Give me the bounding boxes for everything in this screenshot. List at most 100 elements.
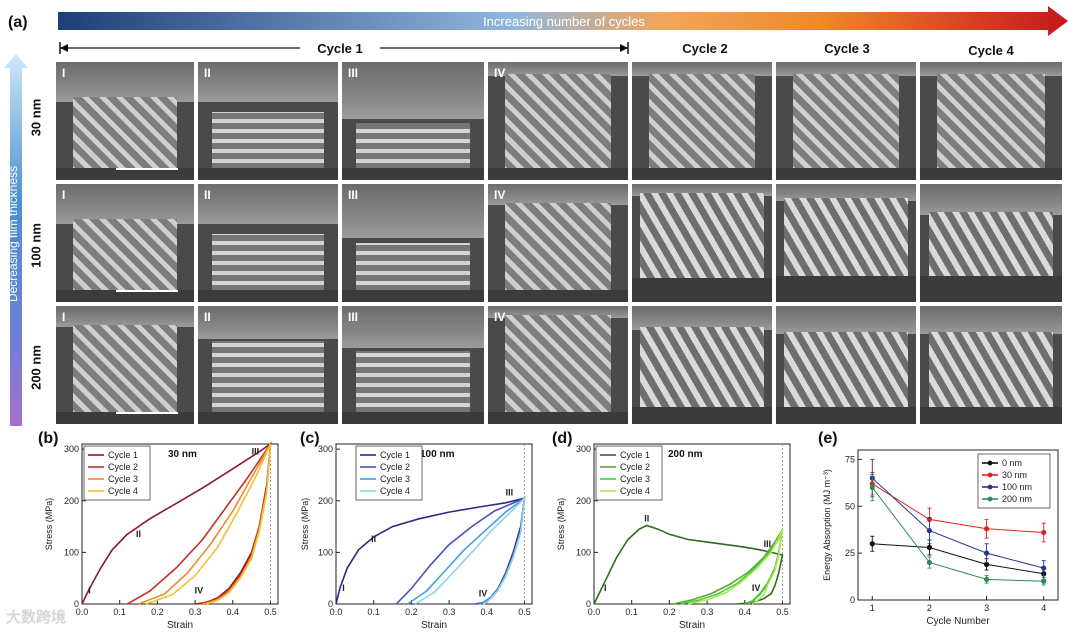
stage-label: II [204, 310, 211, 324]
sem-30nm-stage-1: I [56, 62, 194, 180]
x-tick-label: 0.5 [518, 607, 531, 617]
series-line [81, 442, 272, 605]
sem-100nm-cycle-2 [632, 184, 772, 302]
series-line [688, 528, 784, 605]
scale-bar [116, 412, 178, 414]
stage-label: III [348, 310, 359, 324]
series-line [414, 496, 526, 605]
x-axis-label: Strain [679, 620, 705, 631]
x-tick-label: 0.3 [189, 607, 202, 617]
y-tick-label: 100 [318, 547, 333, 557]
x-tick-label: 0.3 [443, 607, 456, 617]
y-tick-label: 100 [576, 547, 591, 557]
panel-d-label: (d) [552, 430, 573, 447]
scale-bar [116, 290, 178, 292]
col-header-cycle4: Cycle 4 [968, 43, 1014, 58]
plot-frame [857, 449, 1059, 601]
cycle1-label: Cycle 1 [300, 41, 380, 56]
x-tick-label: 0.4 [739, 607, 752, 617]
plot-frame [593, 443, 791, 605]
stage-annotation: III [252, 446, 260, 456]
x-tick-label: 0.5 [264, 607, 277, 617]
stage-label: II [204, 66, 211, 80]
stage-annotation: I [88, 586, 91, 596]
sem-30nm-cycle-4 [920, 62, 1062, 180]
series-line [593, 524, 784, 605]
x-tick-label: 0.1 [625, 607, 638, 617]
row-label-200nm: 200 nm [28, 345, 44, 390]
y-tick-label: 0 [850, 595, 855, 605]
x-tick-label: 0.3 [701, 607, 714, 617]
thickness-arrow [4, 54, 28, 426]
watermark: 大数跨境 [6, 609, 67, 626]
sem-200nm-cycle-3 [776, 306, 916, 424]
plot-title: 30 nm [168, 449, 197, 460]
x-tick-label: 0.1 [113, 607, 126, 617]
x-tick-label: 0.0 [588, 607, 601, 617]
x-axis-label: Strain [421, 620, 447, 631]
y-axis-label: Stress (MPa) [44, 498, 54, 551]
data-point [869, 484, 875, 491]
series-line [407, 496, 526, 605]
plot-title: 200 nm [668, 449, 703, 460]
sem-200nm-cycle-4 [920, 306, 1062, 424]
y-tick-label: 300 [576, 444, 591, 454]
legend-marker [987, 484, 993, 490]
x-axis-label: Strain [167, 620, 193, 631]
x-tick-label: 0.5 [776, 607, 789, 617]
x-tick-label: 1 [870, 603, 875, 613]
thickness-arrow-text: Decreasing film thickness [6, 165, 20, 303]
legend-marker [987, 460, 993, 466]
data-point [983, 550, 990, 556]
chart-c: 0.0 0.1 0.2 0.3 0.4 0.5 0 100 200 300 Strain Stress… [300, 443, 533, 631]
legend-entry: Cycle 1 [380, 450, 410, 460]
stage-annotation: IV [752, 583, 761, 593]
panel-c-label: (c) [300, 430, 320, 447]
y-tick-label: 300 [64, 444, 79, 454]
x-tick-label: 3 [984, 603, 989, 613]
stage-label: I [62, 188, 66, 202]
sem-100nm-cycle-4 [920, 184, 1062, 302]
sem-30nm-cycle-2 [632, 62, 772, 180]
legend-entry: 30 nm [1002, 470, 1027, 480]
col-header-cycle3: Cycle 3 [824, 41, 870, 56]
data-point [1041, 529, 1047, 536]
series-line [395, 496, 526, 605]
y-tick-label: 75 [845, 454, 855, 464]
sem-200nm-stage-1: I [56, 306, 194, 424]
data-point [926, 544, 933, 551]
x-tick-label: 0.4 [481, 607, 494, 617]
y-axis-label: Stress (MPa) [300, 498, 310, 551]
series-line [871, 487, 1044, 582]
y-tick-label: 0 [586, 599, 591, 609]
x-tick-label: 0.1 [367, 607, 380, 617]
scale-bar [116, 168, 178, 170]
stage-annotation: IV [479, 588, 488, 598]
x-tick-label: 0.2 [151, 607, 164, 617]
legend-entry: Cycle 4 [620, 486, 650, 496]
data-point [869, 541, 875, 547]
x-tick-label: 0.0 [330, 607, 343, 617]
x-tick-label: 2 [927, 603, 932, 613]
x-axis-label: Cycle Number [926, 616, 990, 627]
data-point [926, 559, 933, 566]
sem-200nm-stage-4: IV [488, 306, 628, 424]
legend-entry: 100 nm [1002, 482, 1032, 492]
x-tick-label: 0.0 [76, 607, 89, 617]
stage-label: III [348, 66, 359, 80]
chart-e: 1 2 3 4 0 25 50 75 Cycle Number Energy Absorption… [822, 449, 1059, 627]
legend-entry: 200 nm [1002, 494, 1032, 504]
stage-annotation: IV [195, 586, 204, 596]
y-tick-label: 0 [74, 599, 79, 609]
x-tick-label: 0.4 [227, 607, 240, 617]
stage-annotation: II [644, 513, 649, 523]
stage-label: IV [494, 66, 506, 80]
plot-frame [81, 443, 279, 605]
legend-entry: Cycle 2 [108, 462, 138, 472]
stage-label: II [204, 188, 211, 202]
row-label-100nm: 100 nm [28, 223, 44, 268]
legend-entry: Cycle 2 [380, 462, 410, 472]
sem-100nm-stage-4: IV [488, 184, 628, 302]
sem-100nm-cycle-3 [776, 184, 916, 302]
data-point [926, 528, 933, 534]
